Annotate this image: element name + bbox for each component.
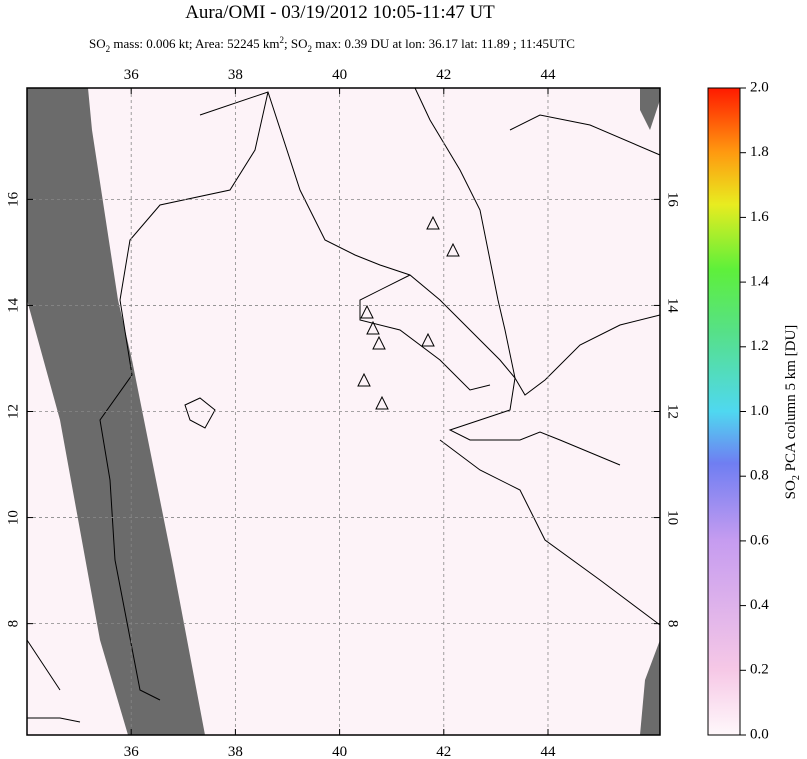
- x-tick-label: 44: [540, 744, 556, 759]
- colorbar-tick-label: 1.4: [750, 274, 769, 290]
- coastline: [509, 114, 661, 156]
- subtitle-part: ; SO: [284, 36, 307, 51]
- colorbar-label-part: PCA column 5 km [DU]: [783, 325, 799, 475]
- x-tick-label: 42: [436, 744, 451, 759]
- y-tick-label: 8: [5, 620, 21, 628]
- colorbar-tick-label: 1.6: [750, 209, 769, 225]
- coastline: [448, 377, 621, 466]
- colorbar-tick-label: 0.2: [750, 662, 769, 678]
- lake: [184, 397, 216, 429]
- border: [359, 274, 491, 391]
- y-tick-label: 12: [5, 404, 21, 419]
- missing-swath: [640, 640, 660, 735]
- colorbar-tick-label: 0.6: [750, 532, 769, 548]
- colorbar-tick-label: 1.0: [750, 403, 769, 419]
- subtitle-part: max: 0.39 DU at lon: 36.17 lat: 11.89 ; …: [312, 36, 575, 51]
- missing-swath: [27, 88, 205, 735]
- x-tick-label: 38: [228, 744, 243, 759]
- subtitle: SO2 mass: 0.006 kt; Area: 52245 km2; SO2…: [89, 35, 575, 54]
- y-tick-label: 14: [5, 297, 21, 313]
- superscript: 2: [280, 35, 285, 45]
- coastline: [414, 87, 661, 396]
- coastline: [199, 91, 516, 379]
- colorbar-tick-label: 0.4: [750, 597, 769, 613]
- border: [439, 439, 661, 626]
- subtitle-part: mass: 0.006 kt; Area: 52245 km: [110, 36, 279, 51]
- x-tick-label: 44: [540, 67, 556, 83]
- colorbar-tick-label: 2.0: [750, 79, 769, 95]
- border: [99, 91, 269, 701]
- coastline: [26, 639, 81, 723]
- x-tick-label: 36: [124, 744, 140, 759]
- colorbar-tick-label: 1.2: [750, 338, 769, 354]
- x-tick-label: 40: [332, 67, 347, 83]
- y-tick-label: 14: [665, 298, 681, 314]
- x-tick-label: 38: [228, 67, 243, 83]
- volcano-markers: [357, 215, 460, 410]
- y-tick-label: 16: [665, 192, 681, 208]
- y-tick-label: 10: [5, 510, 21, 525]
- colorbar-tick-label: 1.8: [750, 144, 769, 160]
- y-tick-label: 8: [665, 620, 681, 628]
- y-tick-label: 10: [665, 510, 681, 525]
- colorbar-tick-label: 0.0: [750, 726, 769, 742]
- x-tick-label: 42: [436, 67, 451, 83]
- x-tick-label: 36: [124, 67, 140, 83]
- colorbar-label: SO2 PCA column 5 km [DU]: [783, 325, 802, 500]
- y-tick-label: 16: [5, 191, 21, 207]
- map-area: [26, 87, 661, 736]
- subscript: 2: [791, 475, 802, 480]
- title: Aura/OMI - 03/19/2012 10:05-11:47 UT: [185, 2, 495, 23]
- y-tick-label: 12: [665, 404, 681, 419]
- subscript: 2: [307, 44, 312, 54]
- missing-swath: [640, 88, 660, 130]
- subtitle-part: SO: [89, 36, 106, 51]
- colorbar: [707, 87, 741, 736]
- colorbar-label-part: SO: [783, 480, 799, 499]
- colorbar-tick-label: 0.8: [750, 468, 769, 484]
- x-tick-label: 40: [332, 744, 347, 759]
- subscript: 2: [106, 44, 111, 54]
